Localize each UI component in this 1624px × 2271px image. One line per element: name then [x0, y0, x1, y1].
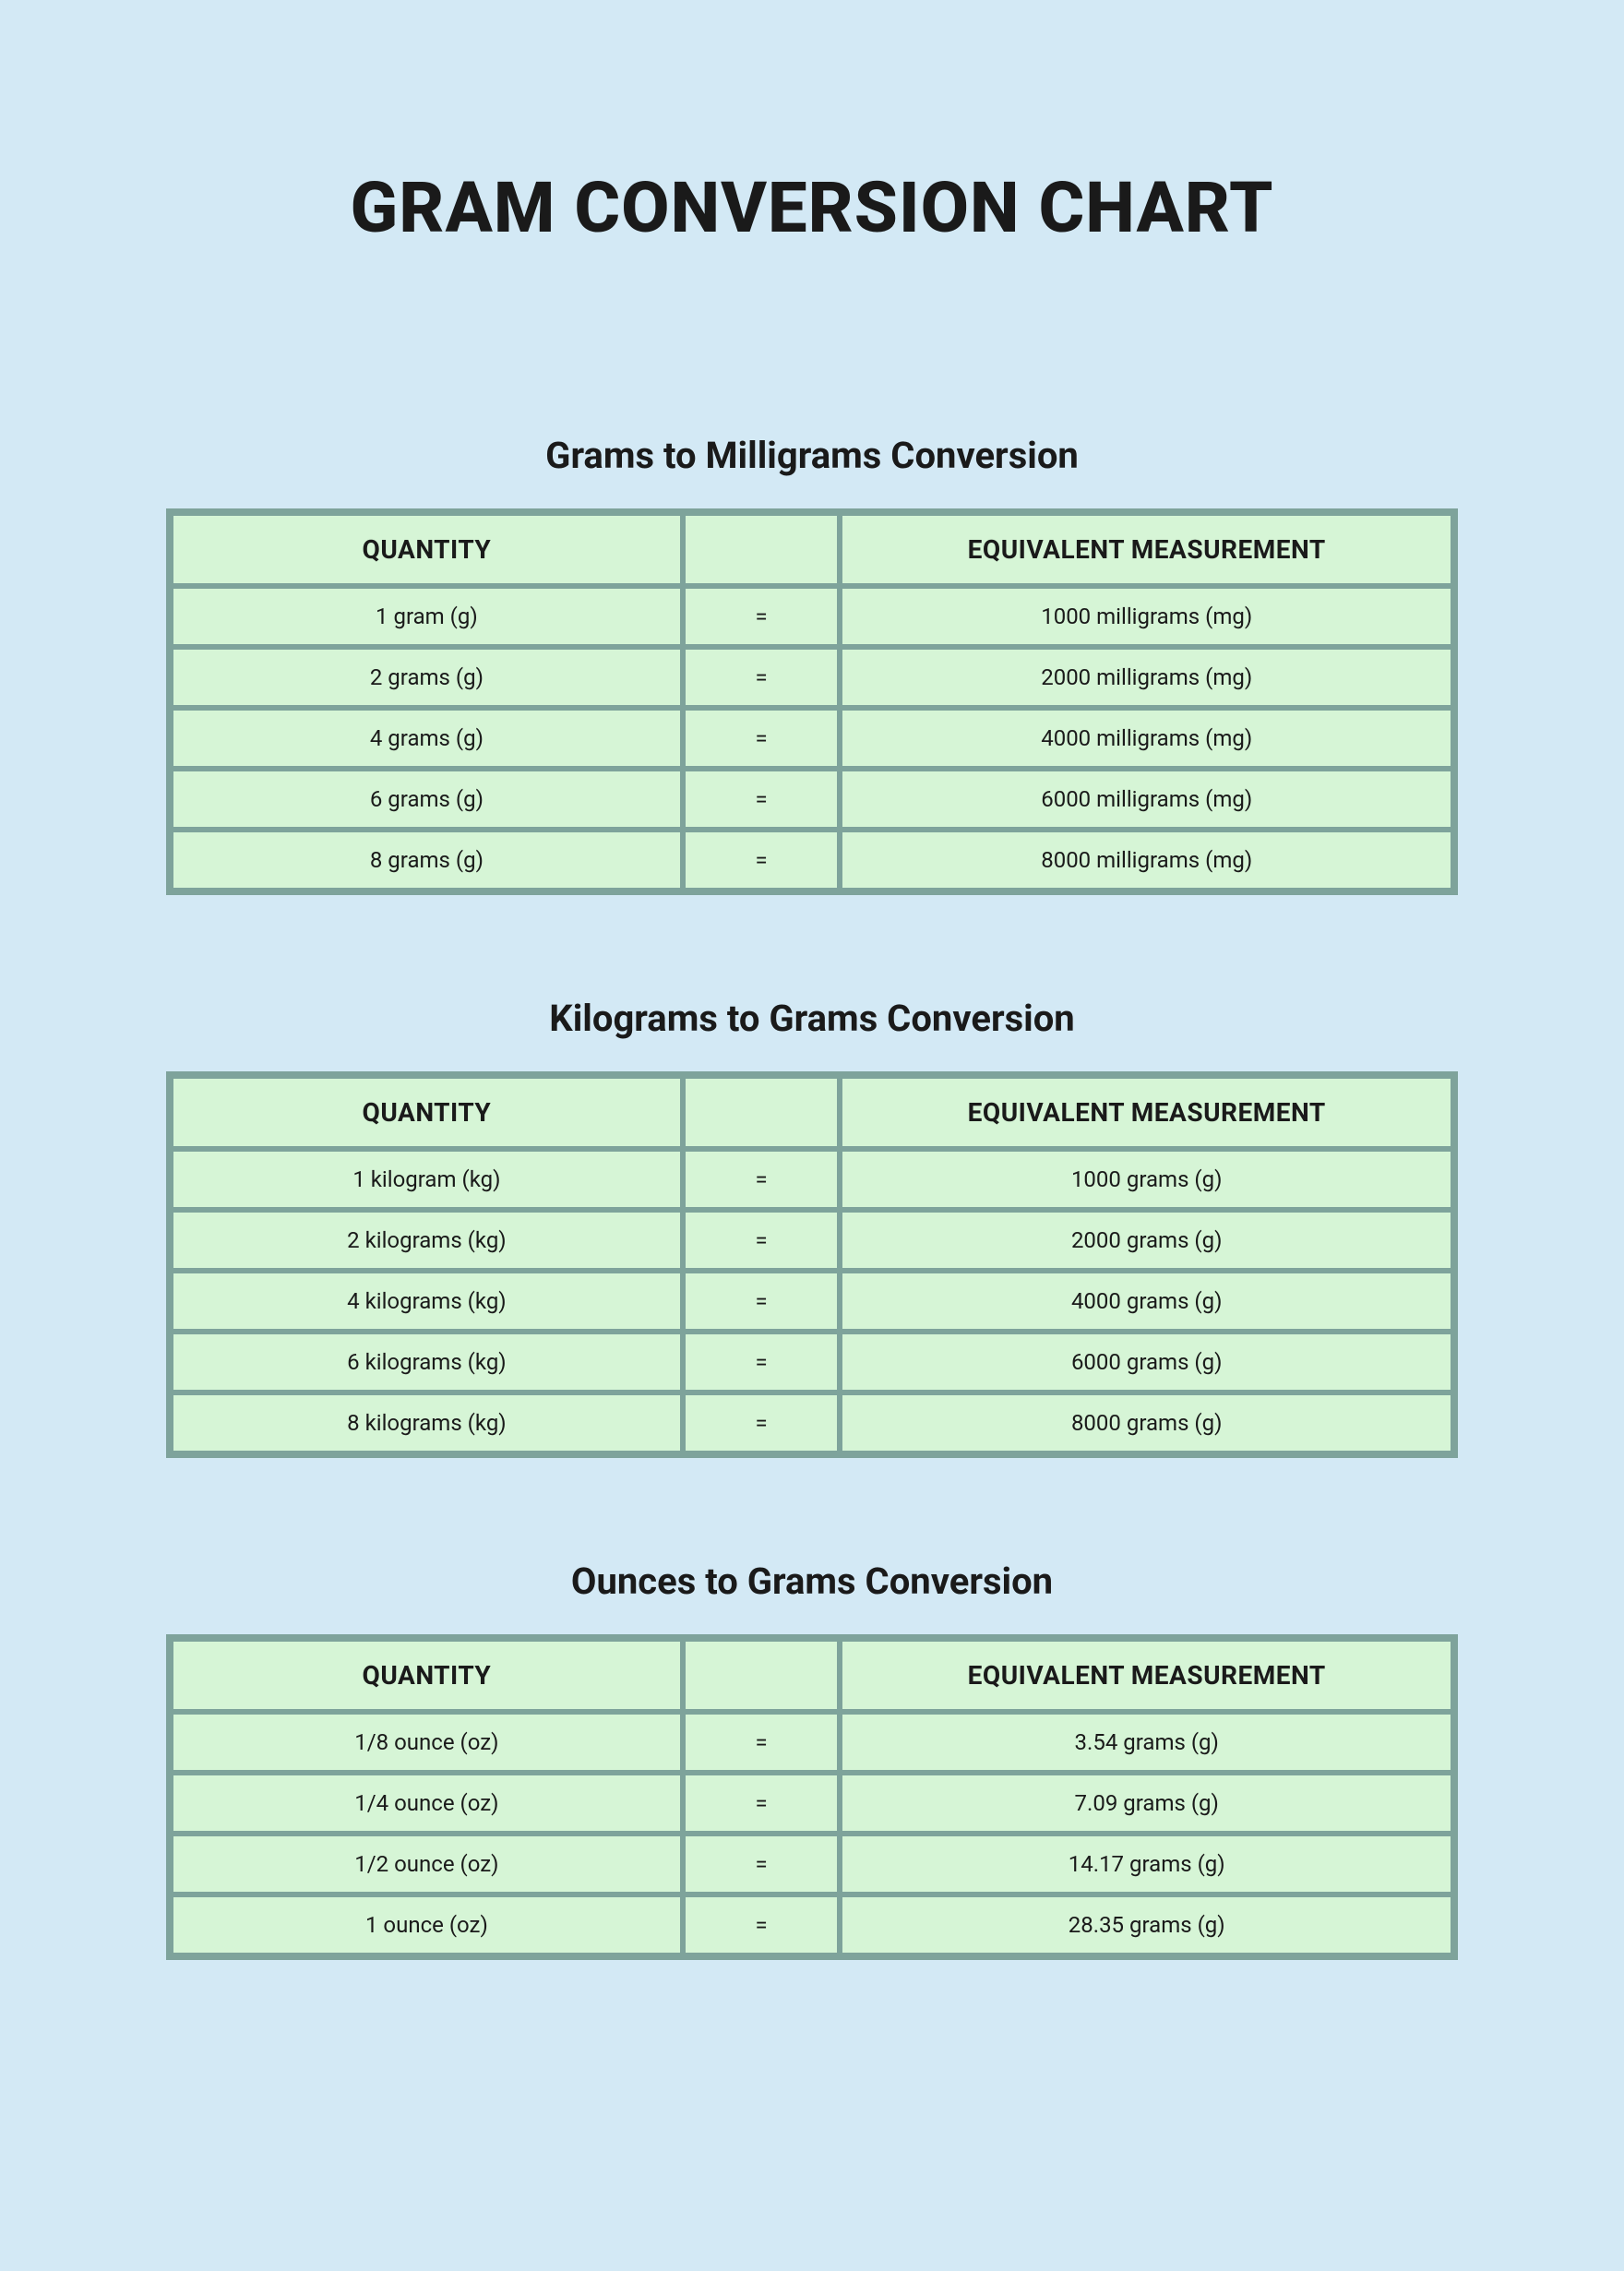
- cell-equals: =: [686, 1836, 838, 1892]
- cell-equals: =: [686, 1775, 838, 1831]
- table-row: 6 grams (g)=6000 milligrams (mg): [173, 771, 1451, 827]
- conversion-table: QUANTITY EQUIVALENT MEASUREMENT 1/8 ounce …: [166, 1634, 1458, 1960]
- section-title: Kilograms to Grams Conversion: [166, 997, 1458, 1040]
- table-row: 2 grams (g)=2000 milligrams (mg): [173, 650, 1451, 705]
- table-row: 1/2 ounce (oz)=14.17 grams (g): [173, 1836, 1451, 1892]
- conversion-section: Kilograms to Grams Conversion QUANTITY EQU…: [166, 997, 1458, 1458]
- cell-quantity: 4 kilograms (kg): [173, 1273, 680, 1329]
- cell-equivalent: 8000 grams (g): [842, 1395, 1451, 1451]
- cell-equivalent: 2000 milligrams (mg): [842, 650, 1451, 705]
- table-row: 1/4 ounce (oz)=7.09 grams (g): [173, 1775, 1451, 1831]
- cell-quantity: 2 kilograms (kg): [173, 1213, 680, 1268]
- header-equals: [686, 516, 838, 583]
- cell-equivalent: 1000 milligrams (mg): [842, 589, 1451, 644]
- cell-quantity: 2 grams (g): [173, 650, 680, 705]
- cell-quantity: 1 kilogram (kg): [173, 1152, 680, 1207]
- section-title: Grams to Milligrams Conversion: [166, 434, 1458, 477]
- table-row: 4 grams (g)=4000 milligrams (mg): [173, 711, 1451, 766]
- header-quantity: QUANTITY: [173, 1079, 680, 1146]
- cell-equivalent: 6000 grams (g): [842, 1334, 1451, 1390]
- table-row: 8 grams (g)=8000 milligrams (mg): [173, 832, 1451, 888]
- table-row: 1 gram (g)=1000 milligrams (mg): [173, 589, 1451, 644]
- table-row: 2 kilograms (kg)=2000 grams (g): [173, 1213, 1451, 1268]
- table-header-row: QUANTITY EQUIVALENT MEASUREMENT: [173, 1642, 1451, 1709]
- cell-equals: =: [686, 589, 838, 644]
- cell-quantity: 1 gram (g): [173, 589, 680, 644]
- cell-equivalent: 7.09 grams (g): [842, 1775, 1451, 1831]
- cell-equals: =: [686, 832, 838, 888]
- header-equivalent: EQUIVALENT MEASUREMENT: [842, 1642, 1451, 1709]
- table-header-row: QUANTITY EQUIVALENT MEASUREMENT: [173, 1079, 1451, 1146]
- cell-quantity: 1/8 ounce (oz): [173, 1715, 680, 1770]
- cell-equals: =: [686, 1152, 838, 1207]
- cell-equivalent: 1000 grams (g): [842, 1152, 1451, 1207]
- header-quantity: QUANTITY: [173, 516, 680, 583]
- table-header-row: QUANTITY EQUIVALENT MEASUREMENT: [173, 516, 1451, 583]
- cell-equals: =: [686, 1334, 838, 1390]
- table-row: 4 kilograms (kg)=4000 grams (g): [173, 1273, 1451, 1329]
- cell-equals: =: [686, 711, 838, 766]
- cell-quantity: 1/4 ounce (oz): [173, 1775, 680, 1831]
- cell-equals: =: [686, 1213, 838, 1268]
- header-equivalent: EQUIVALENT MEASUREMENT: [842, 1079, 1451, 1146]
- table-row: 1 ounce (oz)=28.35 grams (g): [173, 1897, 1451, 1953]
- header-equals: [686, 1079, 838, 1146]
- cell-quantity: 1 ounce (oz): [173, 1897, 680, 1953]
- cell-quantity: 6 grams (g): [173, 771, 680, 827]
- cell-quantity: 6 kilograms (kg): [173, 1334, 680, 1390]
- cell-quantity: 8 kilograms (kg): [173, 1395, 680, 1451]
- conversion-table: QUANTITY EQUIVALENT MEASUREMENT 1 gram (g)…: [166, 508, 1458, 895]
- table-row: 6 kilograms (kg)=6000 grams (g): [173, 1334, 1451, 1390]
- cell-quantity: 4 grams (g): [173, 711, 680, 766]
- cell-equals: =: [686, 1273, 838, 1329]
- cell-equivalent: 14.17 grams (g): [842, 1836, 1451, 1892]
- cell-equals: =: [686, 1715, 838, 1770]
- header-equals: [686, 1642, 838, 1709]
- cell-equals: =: [686, 771, 838, 827]
- header-quantity: QUANTITY: [173, 1642, 680, 1709]
- cell-quantity: 1/2 ounce (oz): [173, 1836, 680, 1892]
- cell-equivalent: 3.54 grams (g): [842, 1715, 1451, 1770]
- header-equivalent: EQUIVALENT MEASUREMENT: [842, 516, 1451, 583]
- cell-equivalent: 6000 milligrams (mg): [842, 771, 1451, 827]
- table-row: 8 kilograms (kg)=8000 grams (g): [173, 1395, 1451, 1451]
- cell-equivalent: 8000 milligrams (mg): [842, 832, 1451, 888]
- table-row: 1 kilogram (kg)=1000 grams (g): [173, 1152, 1451, 1207]
- cell-equivalent: 4000 grams (g): [842, 1273, 1451, 1329]
- cell-equals: =: [686, 650, 838, 705]
- conversion-section: Grams to Milligrams Conversion QUANTITY EQ…: [166, 434, 1458, 895]
- cell-equivalent: 2000 grams (g): [842, 1213, 1451, 1268]
- section-title: Ounces to Grams Conversion: [166, 1560, 1458, 1603]
- cell-quantity: 8 grams (g): [173, 832, 680, 888]
- sections-container: Grams to Milligrams Conversion QUANTITY EQ…: [166, 434, 1458, 1960]
- page-title: GRAM CONVERSION CHART: [166, 166, 1458, 249]
- cell-equivalent: 4000 milligrams (mg): [842, 711, 1451, 766]
- cell-equivalent: 28.35 grams (g): [842, 1897, 1451, 1953]
- cell-equals: =: [686, 1897, 838, 1953]
- conversion-section: Ounces to Grams Conversion QUANTITY EQUIVA…: [166, 1560, 1458, 1960]
- conversion-table: QUANTITY EQUIVALENT MEASUREMENT 1 kilogram…: [166, 1071, 1458, 1458]
- cell-equals: =: [686, 1395, 838, 1451]
- table-row: 1/8 ounce (oz)=3.54 grams (g): [173, 1715, 1451, 1770]
